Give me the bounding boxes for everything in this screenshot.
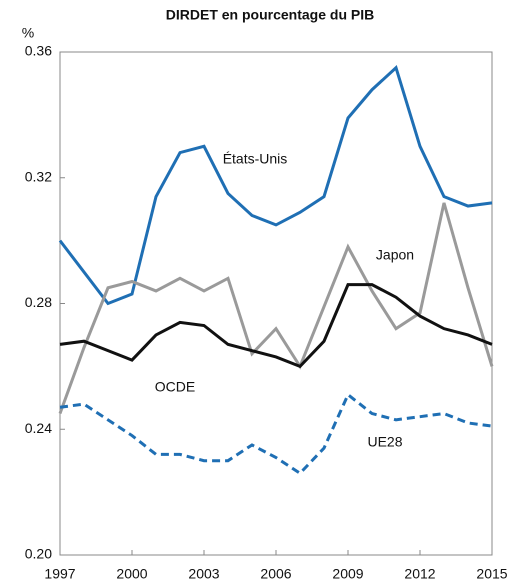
y-tick-label: 0.32 [25,168,52,184]
series-label: États-Unis [223,151,288,167]
series-label: OCDE [155,379,195,395]
series-line [59,392,493,476]
series-label: UE28 [367,434,402,450]
x-tick-label: 2015 [476,566,507,582]
series-line [58,202,494,415]
series-label: Japon [376,247,414,263]
x-tick-label: 2009 [332,566,363,582]
x-tick-label: 2006 [260,566,291,582]
y-tick-label: 0.24 [25,420,52,436]
y-tick-label: 0.20 [25,546,52,562]
y-tick-label: 0.36 [25,43,52,59]
x-tick-label: 1997 [44,566,75,582]
series-line [58,65,493,306]
x-tick-label: 2003 [188,566,219,582]
y-axis-label: % [22,25,34,41]
y-tick-label: 0.28 [25,294,52,310]
x-tick-label: 2000 [116,566,147,582]
x-tick-label: 2012 [404,566,435,582]
plot-frame [59,51,493,556]
chart-title: DIRDET en pourcentage du PIB [166,7,374,23]
series-line [59,283,493,369]
